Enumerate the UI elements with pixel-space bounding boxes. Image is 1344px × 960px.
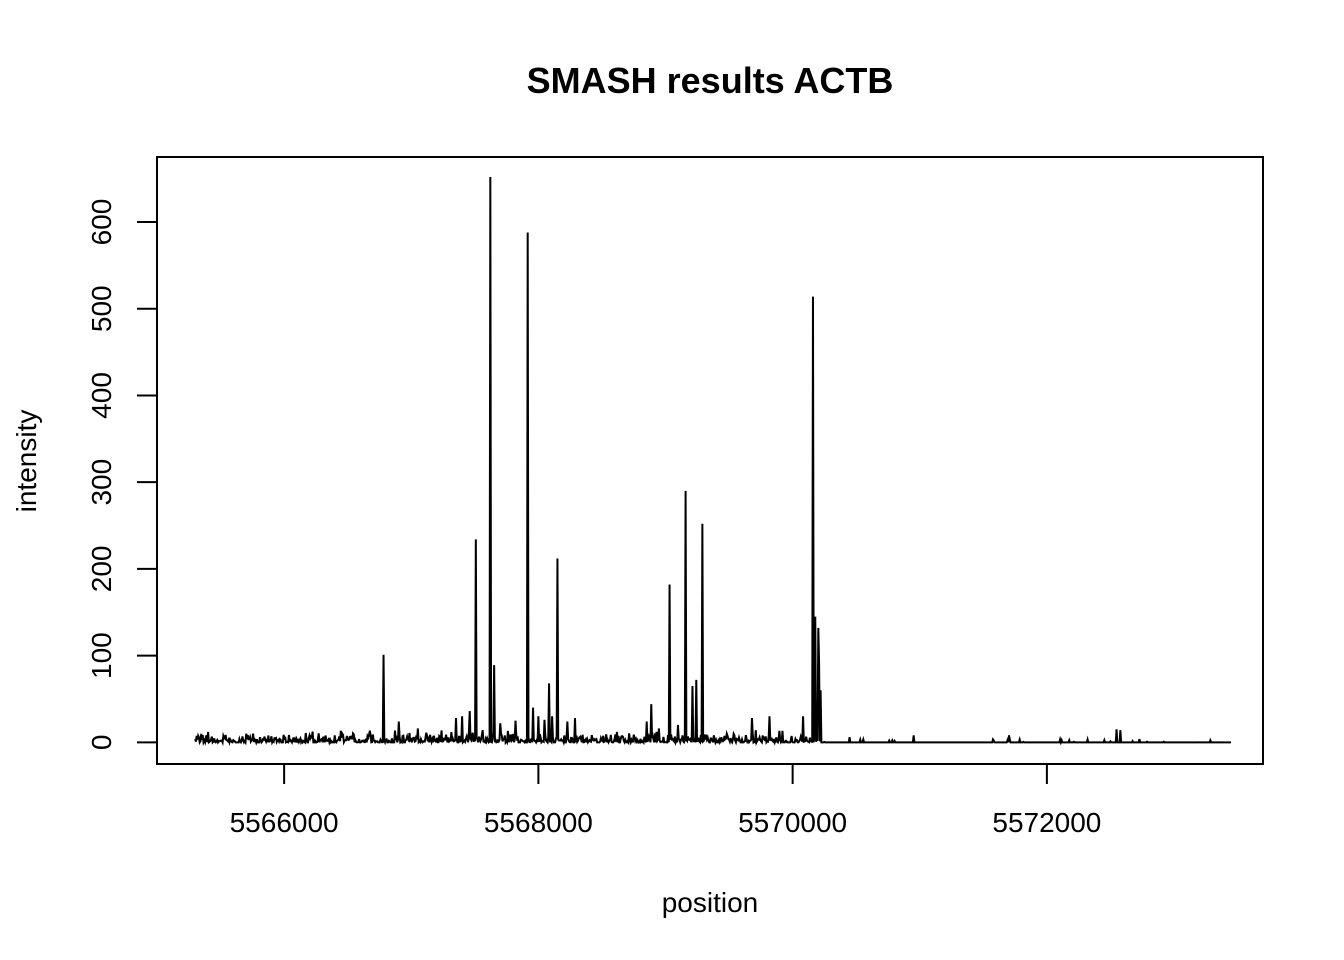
x-tick-label: 5566000 [230,807,339,838]
y-axis: 0 100 200 300 400 500 600 [86,199,158,751]
y-tick-label: 0 [86,735,117,751]
y-tick-label: 600 [86,199,117,246]
plot-frame [156,156,1264,765]
y-tick-label: 300 [86,459,117,506]
x-axis-label: position [662,887,759,918]
y-tick-label: 500 [86,285,117,332]
y-axis-label: intensity [11,410,42,513]
x-tick-label: 5570000 [738,807,847,838]
x-tick-label: 5572000 [992,807,1101,838]
chart-title: SMASH results ACTB [527,60,894,101]
x-axis: 5566000 5568000 5570000 5572000 [230,763,1101,838]
x-tick-label: 5568000 [484,807,593,838]
y-tick-label: 400 [86,372,117,419]
series-line [194,176,1231,747]
plot-area [194,176,1231,747]
y-tick-label: 200 [86,546,117,593]
y-tick-label: 100 [86,632,117,679]
